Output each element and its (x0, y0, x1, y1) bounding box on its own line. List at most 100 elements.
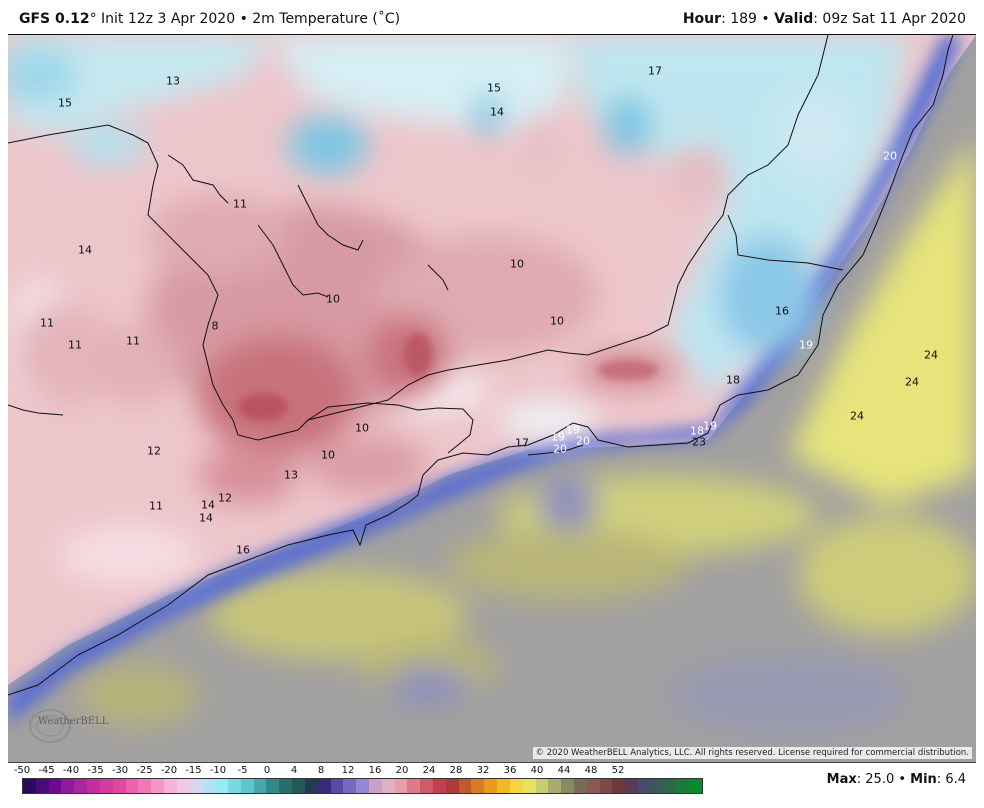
temperature-label: 14 (490, 105, 504, 119)
colorbar-tick: 36 (503, 765, 517, 776)
colorbar-swatch (279, 779, 293, 793)
colorbar-tick: -5 (237, 765, 248, 776)
temperature-label: 11 (68, 338, 82, 352)
temperature-map[interactable]: 13 15 15 14 17 11 14 10 10 10 11 11 11 8 16 19 24 24 24 18 1… (8, 34, 976, 763)
temperature-label: 19 (703, 419, 717, 433)
temperature-label: 10 (510, 257, 524, 271)
colorbar-swatch (458, 779, 472, 793)
min-value: : 6.4 (936, 772, 966, 787)
temperature-label: 17 (648, 64, 662, 78)
colorbar-swatch (112, 779, 126, 793)
temperature-label: 19 (566, 423, 580, 437)
colorbar-swatch (650, 779, 664, 793)
temperature-label: 15 (487, 81, 501, 95)
colorbar-tick: -20 (160, 765, 178, 776)
temperature-label: 20 (576, 434, 590, 448)
colorbar-swatch (663, 779, 677, 793)
init-and-field: Init 12z 3 Apr 2020 • 2m Temperature (˚C… (96, 11, 401, 27)
model-name: GFS 0.12 (19, 11, 90, 27)
temperature-colorbar (22, 778, 703, 794)
colorbar-swatch (317, 779, 331, 793)
logo-wordmark: WeatherBELL (38, 716, 109, 727)
colorbar-tick: 12 (341, 765, 355, 776)
colorbar-swatch (23, 779, 36, 793)
coastline-and-borders (8, 35, 954, 696)
temperature-label: 14 (78, 243, 92, 257)
temperature-field (8, 35, 976, 762)
colorbar-tick: 8 (317, 765, 325, 776)
globe-icon: WeatherBELL (29, 709, 109, 743)
temperature-label: 10 (550, 314, 564, 328)
temperature-label: 19 (799, 338, 813, 352)
temperature-label: 11 (233, 197, 247, 211)
colorbar-swatch (433, 779, 446, 793)
map-header: GFS 0.12° Init 12z 3 Apr 2020 • 2m Tempe… (0, 0, 984, 34)
colorbar-swatch (151, 779, 164, 793)
temperature-label: 24 (850, 409, 864, 423)
colorbar-swatch (228, 779, 241, 793)
colorbar-swatch (625, 779, 638, 793)
copyright-notice: © 2020 WeatherBELL Analytics, LLC. All r… (532, 747, 972, 759)
colorbar-tick: 0 (263, 765, 271, 776)
min-label: Min (910, 772, 937, 787)
colorbar-tick: -10 (209, 765, 227, 776)
colorbar-swatch (509, 779, 523, 793)
colorbar-swatch (497, 779, 510, 793)
colorbar-swatch (561, 779, 574, 793)
colorbar-tick: 16 (368, 765, 382, 776)
colorbar-tick: 28 (449, 765, 463, 776)
colorbar-swatch (61, 779, 75, 793)
colorbar-swatch (535, 779, 549, 793)
colorbar-tick: -15 (185, 765, 202, 776)
temperature-label: 11 (40, 316, 54, 330)
colorbar-swatch (522, 779, 536, 793)
colorbar-tick: -50 (13, 765, 31, 776)
temperature-label: 18 (726, 373, 740, 387)
colorbar-tick: -30 (111, 765, 129, 776)
temperature-label: 10 (355, 421, 369, 435)
colorbar-swatch (304, 779, 318, 793)
weatherbell-logo: WeatherBELL (28, 704, 126, 744)
colorbar-swatch (138, 779, 152, 793)
colorbar-tick: 48 (584, 765, 598, 776)
colorbar-swatch (35, 779, 49, 793)
colorbar-swatch (407, 779, 421, 793)
colorbar-swatch (330, 779, 344, 793)
colorbar-swatch (343, 779, 357, 793)
temperature-label: 13 (166, 74, 180, 88)
colorbar-swatch (240, 779, 254, 793)
temperature-label: 14 (199, 511, 213, 525)
warm-interior-core (18, 120, 728, 505)
colorbar-swatch (125, 779, 139, 793)
colorbar-swatch (638, 779, 651, 793)
valid-value: : 09z Sat 11 Apr 2020 (813, 11, 966, 27)
temperature-label: 10 (326, 292, 340, 306)
colorbar-swatch (176, 779, 190, 793)
colorbar-tick: 4 (290, 765, 298, 776)
colorbar-tick: 32 (476, 765, 490, 776)
colorbar-swatch (599, 779, 613, 793)
colorbar-tick: 20 (395, 765, 409, 776)
temperature-label: 12 (218, 491, 232, 505)
colorbar-swatch (189, 779, 203, 793)
colorbar-swatch (266, 779, 280, 793)
colorbar-swatch (87, 779, 100, 793)
colorbar-swatch (573, 779, 587, 793)
colorbar-swatch (99, 779, 113, 793)
warm-interior-hotspots (238, 333, 658, 421)
colorbar-swatch (471, 779, 485, 793)
temperature-label: 11 (126, 334, 140, 348)
colorbar-swatch (215, 779, 228, 793)
model-degree: ° (89, 11, 97, 27)
colorbar-swatch (163, 779, 177, 793)
temperature-label: 12 (147, 444, 161, 458)
temperature-label: 23 (692, 435, 706, 449)
colorbar-swatch (292, 779, 305, 793)
cool-inland-regions (8, 35, 908, 585)
colorbar-swatch (689, 779, 703, 793)
colorbar-swatch (484, 779, 498, 793)
hour-label: Hour (682, 11, 722, 27)
colorbar-tick: 40 (530, 765, 544, 776)
colorbar-tick-labels: -50 -45 -40 -35 -30 -25 -20 -15 -10 -5 0 4 8 12 16 20 24… (14, 765, 701, 777)
colorbar-tick: 52 (611, 765, 625, 776)
